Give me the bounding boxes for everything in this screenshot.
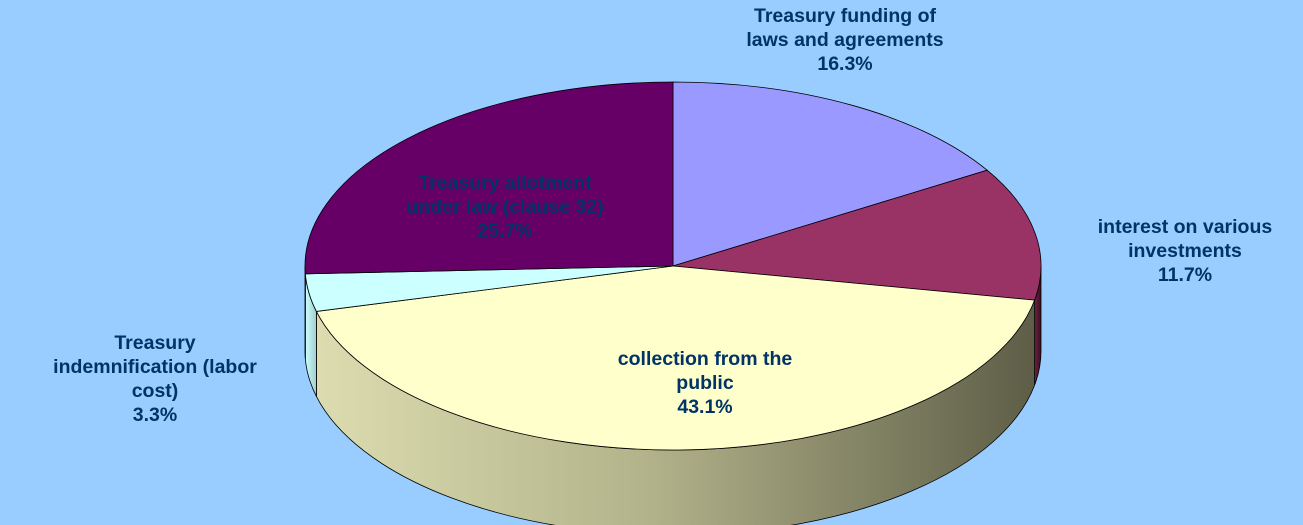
slice-label-line: Treasury	[114, 332, 196, 354]
slice-label-line: Treasury allotment	[418, 172, 592, 194]
slice-label-line: under law (clause 32)	[406, 196, 604, 218]
slice-label-line: Treasury funding of	[753, 5, 936, 27]
slice-label-allotment: Treasury allotment under law (clause 32)…	[340, 171, 670, 243]
slice-value-label: 3.3%	[132, 404, 178, 426]
pie-slice	[304, 81, 674, 275]
pie-slice	[315, 265, 1036, 451]
slice-value-label: 16.3%	[817, 53, 873, 75]
pie-slice	[672, 169, 1042, 301]
slice-label-line: public	[676, 372, 734, 394]
slice-label-indemnification: Treasury indemnification (labor cost) 3.…	[0, 331, 310, 427]
slice-label-line: collection from the	[617, 348, 793, 370]
slice-label-line: laws and agreements	[746, 29, 944, 51]
slice-label-line: investments	[1128, 240, 1242, 262]
slice-label-collection: collection from the public 43.1%	[540, 347, 870, 419]
slice-label-treasury-funding: Treasury funding of laws and agreements …	[675, 4, 1015, 76]
slice-label-interest: interest on various investments 11.7%	[1050, 215, 1303, 287]
slice-value-label: 43.1%	[677, 396, 733, 418]
slice-value-label: 25.7%	[477, 220, 533, 242]
slice-label-line: indemnification (labor	[53, 356, 257, 378]
slice-label-line: cost)	[131, 380, 179, 402]
pie-slice	[672, 81, 989, 267]
slice-label-line: interest on various	[1097, 216, 1273, 238]
slice-value-label: 11.7%	[1157, 264, 1213, 286]
